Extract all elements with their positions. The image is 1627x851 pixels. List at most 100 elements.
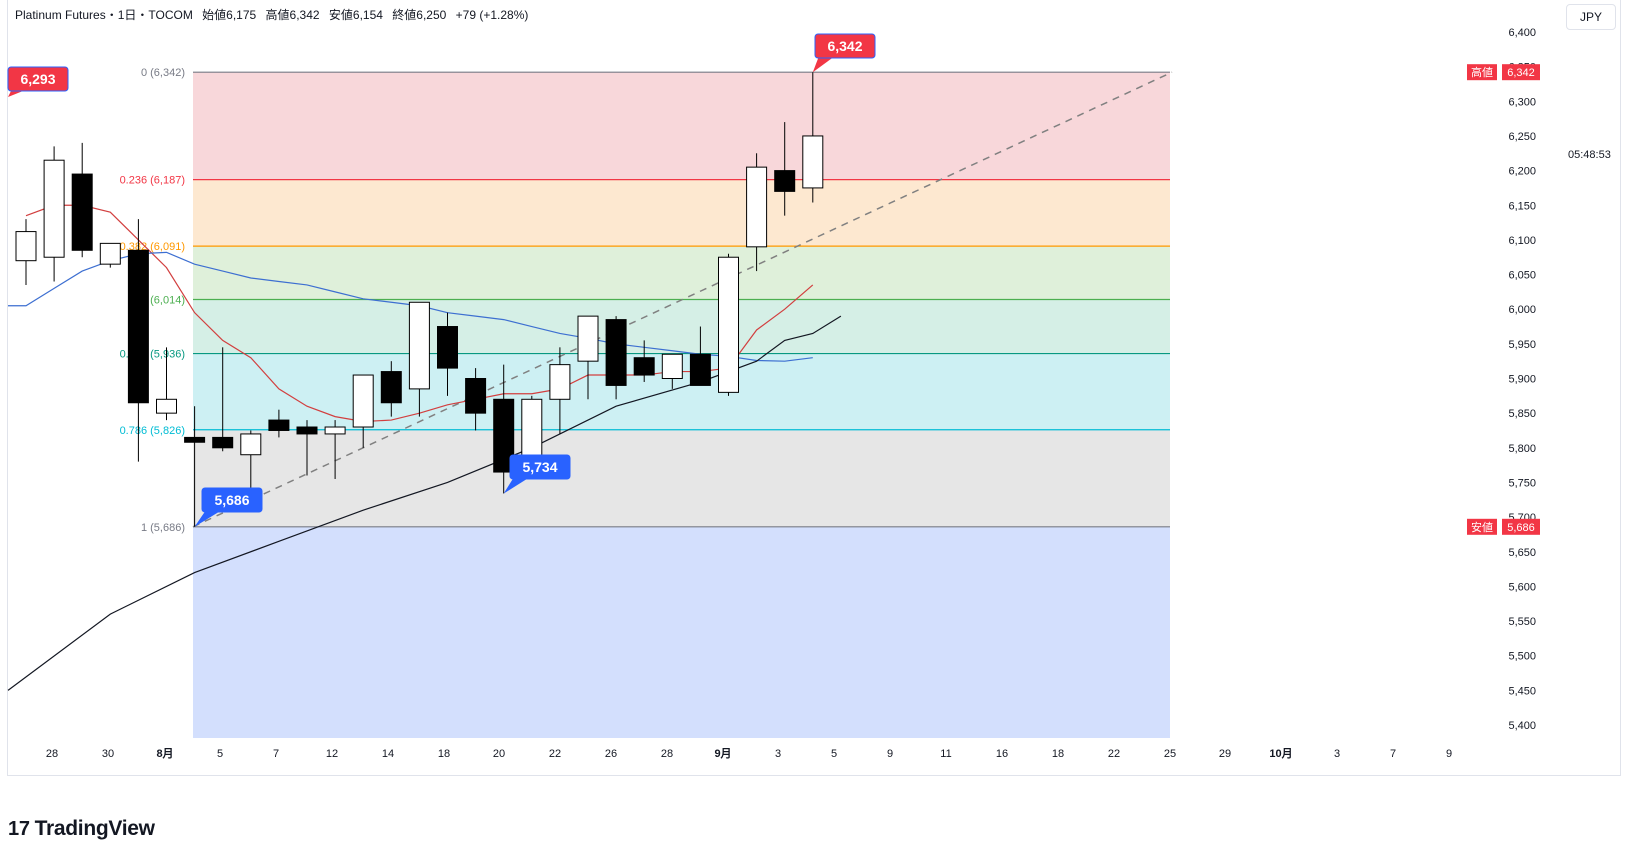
candle <box>689 326 711 386</box>
fib-label-0.786: 0.786 (5,826) <box>120 425 185 437</box>
y-axis-tick: 6,000 <box>1508 304 1536 316</box>
close-value: 終値6,250 <box>392 8 447 22</box>
price-label-pointer <box>812 56 835 73</box>
candle <box>156 347 177 421</box>
candle-body-down <box>296 426 318 435</box>
axis-tag-name-bg <box>1467 64 1497 81</box>
y-axis-tick: 6,250 <box>1508 131 1536 143</box>
candle <box>352 374 374 448</box>
price-label-text: 5,734 <box>522 459 557 475</box>
candle-body-down <box>212 436 234 449</box>
price-label-high: 6,293 <box>7 66 69 97</box>
price-label-box <box>201 487 263 513</box>
candle-body-down <box>465 378 487 414</box>
candle-body-down <box>774 170 796 192</box>
candle-body-up <box>156 398 177 414</box>
price-label-pointer <box>194 510 222 527</box>
x-axis-tick: 12 <box>326 748 338 760</box>
chart-frame <box>7 0 1621 776</box>
candle-body-down <box>493 398 515 473</box>
candle <box>240 430 262 490</box>
price-label-high: 6,342 <box>812 33 876 73</box>
trend-line <box>192 71 1173 528</box>
x-axis-tick: 11 <box>940 748 951 760</box>
change-value: +79 (+1.28%) <box>455 8 529 22</box>
candle-body-up <box>661 353 683 379</box>
candle-body-down <box>268 419 290 431</box>
axis-tag: 高値 6,342 <box>1467 64 1540 81</box>
candle-body-down <box>633 357 655 376</box>
x-axis-tick: 9月 <box>714 747 731 760</box>
y-axis-tick: 6,100 <box>1508 235 1536 247</box>
axis-tag-name: 高値 <box>1471 65 1493 79</box>
candle-body-down <box>184 436 206 443</box>
x-axis-tick: 29 <box>1219 748 1231 760</box>
axis-tag-value-bg <box>1502 64 1540 81</box>
candle <box>774 122 796 216</box>
tradingview-logo[interactable]: 17 TradingView <box>8 817 155 841</box>
y-axis-tick: 6,400 <box>1508 27 1536 39</box>
y-axis-tick: 5,750 <box>1508 477 1536 489</box>
y-axis-tick: 5,650 <box>1508 547 1536 559</box>
x-axis-tick: 9 <box>1446 748 1452 760</box>
x-axis-tick: 8月 <box>156 747 173 760</box>
axis-tag-value: 6,342 <box>1507 67 1535 79</box>
candle <box>268 409 290 438</box>
candle <box>802 72 824 203</box>
fib-label-0.236: 0.236 (6,187) <box>120 175 185 187</box>
candle <box>437 312 458 396</box>
candle <box>380 361 402 417</box>
x-axis-tick: 5 <box>217 748 223 760</box>
candle-body-up <box>802 135 824 189</box>
y-axis-tick: 6,050 <box>1508 270 1536 282</box>
low-value: 安値6,154 <box>328 8 383 22</box>
symbol-title[interactable]: Platinum Futures・1日・TOCOM <box>15 8 193 22</box>
x-axis-tick: 20 <box>493 748 505 760</box>
x-axis-tick: 18 <box>438 748 450 760</box>
price-label-text: 6,342 <box>827 38 862 54</box>
price-label-pointer <box>503 477 530 494</box>
y-axis-tick: 5,900 <box>1508 374 1536 386</box>
open-value: 始値6,175 <box>202 8 257 22</box>
x-axis-tick: 9 <box>887 748 893 760</box>
y-axis-tick: 6,200 <box>1508 166 1536 178</box>
candle-body-up <box>99 242 121 265</box>
high-value: 高値6,342 <box>265 8 320 22</box>
y-axis-tick: 5,500 <box>1508 651 1536 663</box>
candle-body-up <box>718 256 739 393</box>
x-axis-tick: 7 <box>273 748 279 760</box>
fib-label-1: 1 (5,686) <box>141 522 185 534</box>
price-chart[interactable]: 0 (6,342)0.236 (6,187)0.382 (6,091)0.5 (… <box>0 0 1627 780</box>
bar-countdown: 05:48:53 <box>1568 149 1611 161</box>
candle <box>493 364 515 494</box>
candle-body-down <box>71 173 93 251</box>
candle <box>212 347 234 452</box>
candle <box>324 420 346 479</box>
x-axis-tick: 30 <box>102 748 114 760</box>
price-label-text: 6,293 <box>20 71 55 87</box>
candle-body-up <box>521 398 543 463</box>
currency-button[interactable]: JPY <box>1566 4 1616 30</box>
y-axis-tick: 5,400 <box>1508 720 1536 732</box>
symbol-header: Platinum Futures・1日・TOCOM 始値6,175 高値6,34… <box>15 6 534 23</box>
fib-zone-0 <box>193 72 1170 180</box>
y-axis-tick: 5,450 <box>1508 685 1536 697</box>
candle <box>127 219 149 462</box>
fib-zone-1 <box>193 526 1170 738</box>
candle-body-up <box>324 426 346 435</box>
tradingview-logo-icon: 17 <box>8 817 30 840</box>
candle-body-up <box>577 315 599 362</box>
x-axis-tick: 7 <box>1390 748 1396 760</box>
candle <box>296 420 318 476</box>
y-axis-tick: 5,550 <box>1508 616 1536 628</box>
candle <box>15 219 37 285</box>
candle <box>99 242 121 268</box>
x-axis-tick: 3 <box>1334 748 1340 760</box>
axis-tag-value: 5,686 <box>1507 522 1535 534</box>
price-label-box <box>814 33 876 59</box>
tradingview-logo-text: TradingView <box>34 817 155 840</box>
price-label-box <box>509 454 571 480</box>
axis-tag-value-bg <box>1502 518 1540 535</box>
fib-zone-0.236 <box>193 179 1170 247</box>
x-axis-tick: 5 <box>831 748 837 760</box>
